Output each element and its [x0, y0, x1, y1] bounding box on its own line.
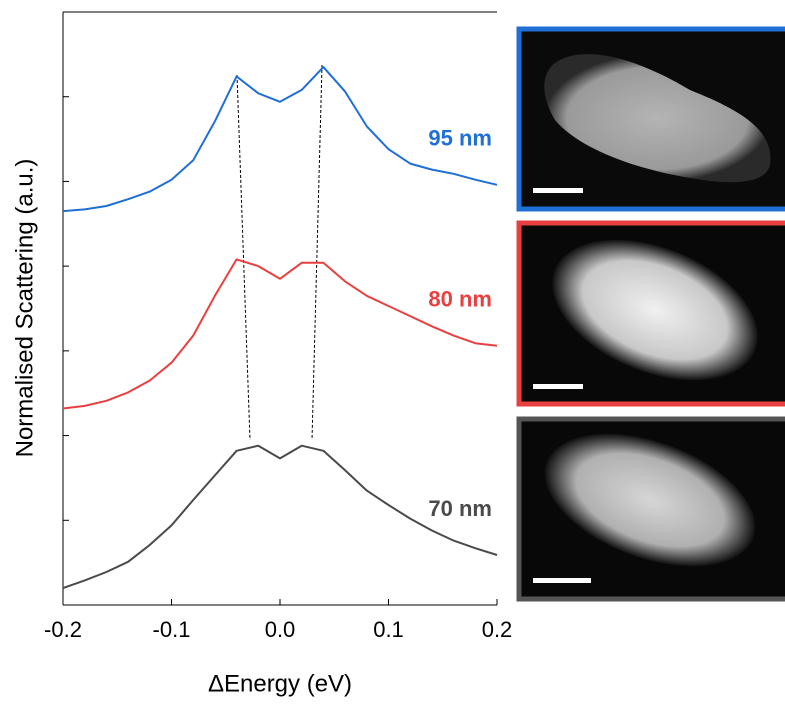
x-tick-label: -0.2 [44, 617, 82, 642]
image-panel [516, 26, 785, 212]
x-axis-title: ΔEnergy (eV) [208, 670, 352, 697]
series-line [62, 66, 498, 213]
particle [552, 239, 758, 381]
x-tick-label: 0.0 [265, 617, 296, 642]
series-label: 80 nm [428, 287, 492, 312]
series-label: 95 nm [428, 126, 492, 151]
scale-bar [533, 188, 583, 193]
image-panel [516, 220, 785, 407]
scale-bar [533, 384, 583, 389]
particle [544, 54, 771, 183]
x-tick-label: 0.1 [373, 617, 404, 642]
series-line [62, 444, 498, 590]
particle [544, 433, 756, 567]
scale-bar [533, 578, 591, 583]
peak-guide [311, 64, 323, 441]
x-tick-label: 0.2 [482, 617, 513, 642]
series-line [62, 258, 498, 410]
series-label: 70 nm [428, 496, 492, 521]
y-axis-title: Normalised Scattering (a.u.) [11, 159, 38, 458]
peak-guide [236, 74, 251, 441]
x-tick-label: -0.1 [153, 617, 191, 642]
image-panel [516, 416, 785, 602]
